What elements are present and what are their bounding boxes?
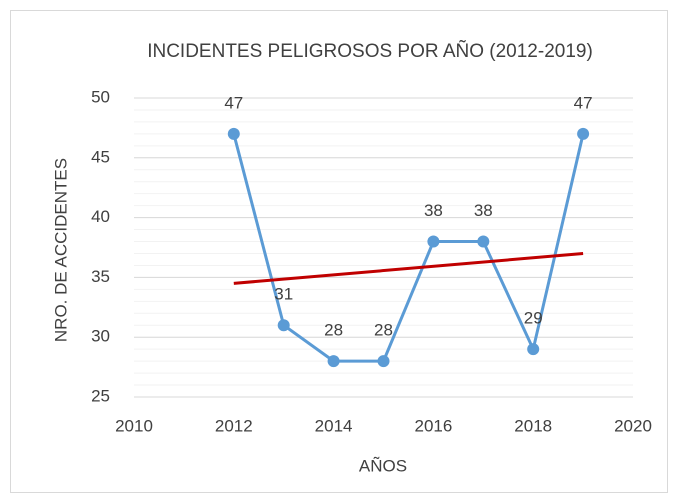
y-tick-label: 35 — [91, 267, 110, 286]
x-tick-label: 2014 — [315, 416, 353, 435]
trendline — [233, 251, 584, 285]
x-tick-label: 2012 — [215, 416, 253, 435]
data-label: 38 — [424, 201, 443, 220]
data-point — [227, 127, 240, 140]
data-label: 28 — [374, 321, 393, 340]
y-axis-label: NRO. DE ACCIDENTES — [51, 158, 70, 342]
x-tick-label: 2018 — [514, 416, 552, 435]
x-axis-label: AÑOS — [359, 456, 407, 475]
data-point — [377, 355, 390, 368]
x-tick-label: 2010 — [115, 416, 153, 435]
data-point — [577, 127, 590, 140]
data-point — [477, 235, 490, 248]
data-label: 47 — [224, 93, 243, 112]
data-point — [427, 235, 440, 248]
data-label: 47 — [574, 93, 593, 112]
data-label: 31 — [274, 285, 293, 304]
x-tick-label: 2016 — [414, 416, 452, 435]
chart-border — [10, 10, 668, 493]
y-tick-label: 25 — [91, 386, 110, 405]
data-point — [277, 319, 290, 332]
data-point — [527, 343, 540, 356]
data-point — [327, 355, 340, 368]
data-line — [232, 133, 585, 363]
y-tick-label: 50 — [91, 87, 110, 106]
y-tick-label: 40 — [91, 207, 110, 226]
y-tick-label: 30 — [91, 327, 110, 346]
y-tick-label: 45 — [91, 147, 110, 166]
x-tick-label: 2020 — [614, 416, 652, 435]
chart-title: INCIDENTES PELIGROSOS POR AÑO (2012-2019… — [147, 40, 593, 62]
data-label: 38 — [474, 201, 493, 220]
data-label: 28 — [324, 321, 343, 340]
data-label: 29 — [524, 309, 543, 328]
